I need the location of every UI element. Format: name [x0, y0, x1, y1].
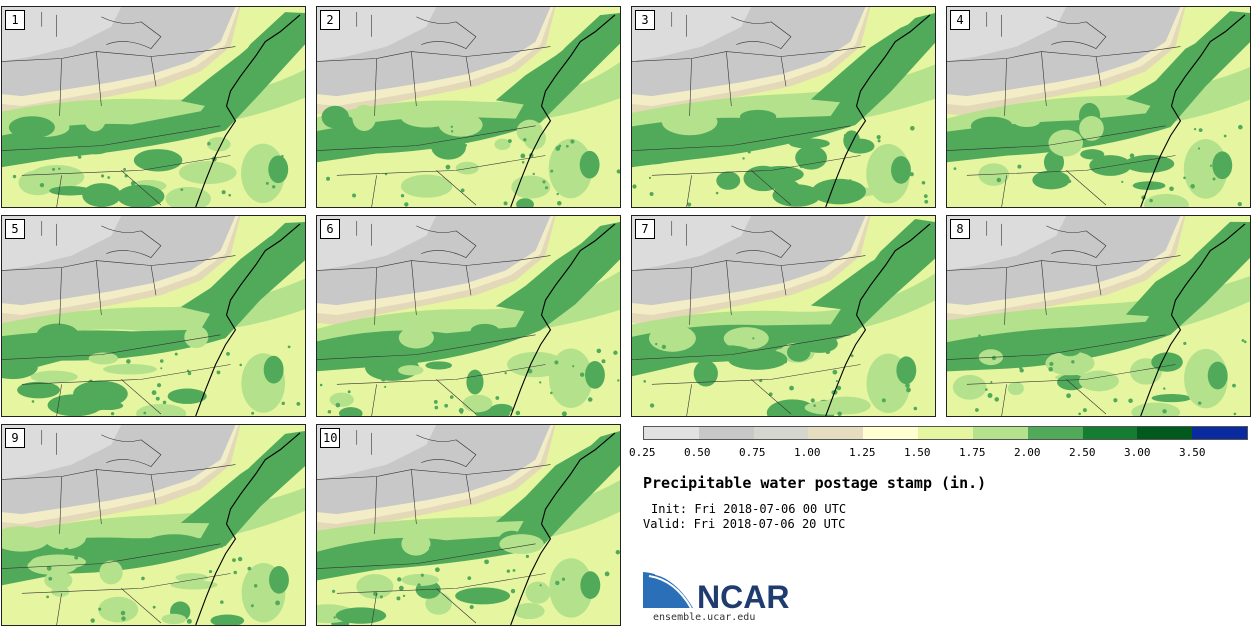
legend-tick-label: 1.25: [849, 446, 876, 459]
member-number: 4: [950, 10, 970, 30]
member-panel: 6: [316, 215, 621, 417]
ncar-logo: NCAR: [643, 572, 789, 615]
site-url: ensemble.ucar.edu: [653, 612, 756, 623]
member-panel: 4: [946, 6, 1251, 208]
member-number: 10: [320, 428, 341, 448]
member-number: 7: [635, 219, 655, 239]
member-panel: 5: [1, 215, 306, 417]
legend-swatch: [1137, 427, 1193, 439]
member-panel: 8: [946, 215, 1251, 417]
precipitable-water-map: [632, 216, 935, 416]
legend-tick-label: 0.25: [629, 446, 656, 459]
legend-swatch: [1027, 427, 1083, 439]
legend-swatch: [644, 427, 699, 439]
member-number: 1: [5, 10, 25, 30]
legend-swatch: [1082, 427, 1138, 439]
legend-tick-label: 3.50: [1179, 446, 1206, 459]
member-number: 9: [5, 428, 25, 448]
legend-tick-label: 2.00: [1014, 446, 1041, 459]
init-time: Init: Fri 2018-07-06 00 UTC: [651, 502, 847, 516]
legend-swatch: [753, 427, 809, 439]
legend-tick-label: 2.50: [1069, 446, 1096, 459]
member-panel: 1: [1, 6, 306, 208]
legend-tick-label: 1.00: [794, 446, 821, 459]
member-number: 6: [320, 219, 340, 239]
legend-ticks: 0.25 0.50 0.75 1.00 1.25 1.50 1.75 2.00 2.50 3.00…: [629, 446, 1250, 460]
member-panel: 2: [316, 6, 621, 208]
legend-tick-label: 0.50: [684, 446, 711, 459]
precipitable-water-map: [2, 7, 305, 207]
legend-tick-label: 0.75: [739, 446, 766, 459]
precipitable-water-map: [947, 7, 1250, 207]
legend-swatch: [863, 427, 919, 439]
member-panel: 7: [631, 215, 936, 417]
member-number: 3: [635, 10, 655, 30]
color-legend: [643, 426, 1248, 440]
legend-tick-label: 1.75: [959, 446, 986, 459]
member-panel: 3: [631, 6, 936, 208]
valid-time: Valid: Fri 2018-07-06 20 UTC: [643, 517, 846, 531]
member-number: 8: [950, 219, 970, 239]
legend-tick-label: 3.00: [1124, 446, 1151, 459]
member-number: 2: [320, 10, 340, 30]
precipitable-water-map: [2, 425, 305, 625]
precipitable-water-map: [317, 7, 620, 207]
precipitable-water-map: [632, 7, 935, 207]
legend-swatch: [918, 427, 973, 439]
figure-title: Precipitable water postage stamp (in.): [643, 474, 987, 492]
precipitable-water-map: [317, 425, 620, 625]
legend-swatch: [698, 427, 754, 439]
legend-tick-label: 1.50: [904, 446, 931, 459]
ncar-logo-text: NCAR: [697, 579, 789, 615]
legend-swatch: [808, 427, 864, 439]
member-panel: 10: [316, 424, 621, 626]
legend-swatch: [1192, 427, 1247, 439]
member-panel: 9: [1, 424, 306, 626]
legend-swatch: [972, 427, 1028, 439]
precipitable-water-map: [317, 216, 620, 416]
member-number: 5: [5, 219, 25, 239]
precipitable-water-map: [947, 216, 1250, 416]
precipitable-water-map: [2, 216, 305, 416]
